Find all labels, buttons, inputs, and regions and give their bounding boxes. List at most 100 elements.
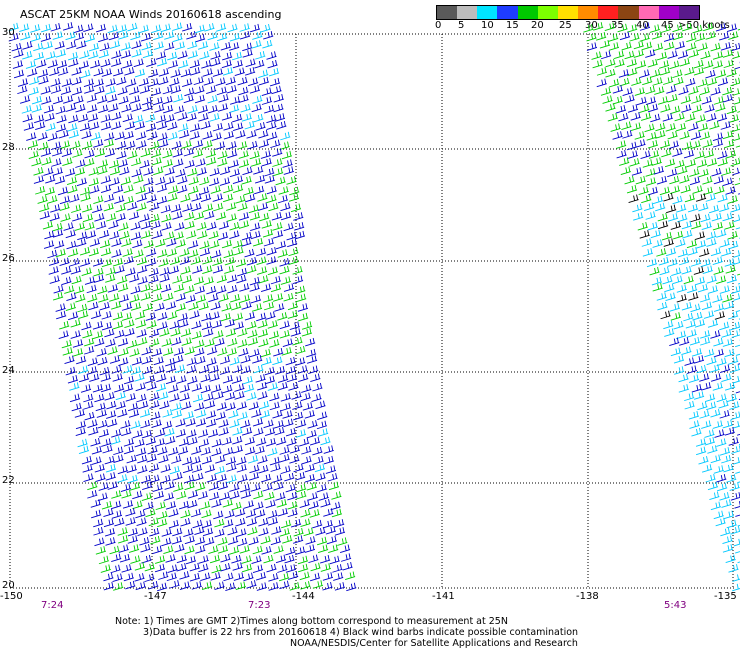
wind-barb [235, 258, 247, 268]
wind-barb [213, 510, 224, 520]
wind-barb [105, 472, 116, 481]
wind-barb [240, 103, 251, 113]
wind-barb [191, 581, 202, 590]
wind-barb [735, 509, 740, 517]
wind-barb [234, 383, 245, 392]
wind-barb [262, 39, 273, 49]
wind-barb [136, 256, 148, 266]
wind-barb [117, 86, 128, 96]
wind-barb [185, 555, 197, 565]
wind-barb [315, 527, 326, 536]
wind-barb [42, 41, 53, 50]
wind-barb [206, 357, 217, 366]
wind-barb [210, 572, 221, 581]
wind-barb [105, 274, 116, 283]
wind-barb [164, 167, 175, 176]
wind-barb [45, 174, 56, 184]
wind-barb [690, 140, 701, 150]
wind-barb [123, 375, 135, 385]
wind-barb [192, 393, 204, 403]
wind-barb [687, 284, 698, 294]
wind-barb [307, 492, 318, 501]
wind-barb [232, 239, 243, 249]
wind-barb [701, 221, 712, 231]
wind-barb [692, 185, 703, 194]
wind-barb [715, 103, 726, 112]
wind-barb [50, 23, 61, 32]
wind-barb [276, 436, 287, 446]
wind-barb [300, 508, 311, 518]
wind-barb [201, 60, 212, 69]
wind-barb [701, 464, 713, 473]
wind-barb [139, 409, 151, 418]
wind-barb [298, 373, 309, 383]
wind-barb [272, 230, 284, 239]
wind-barb [94, 213, 105, 222]
wind-barb [736, 310, 740, 312]
wind-barb [106, 410, 117, 419]
wind-barb [688, 49, 699, 58]
wind-barb [675, 238, 686, 248]
wind-barb [727, 230, 738, 240]
wind-barb [683, 149, 695, 159]
wind-barb [210, 185, 221, 194]
wind-barb [253, 113, 264, 123]
wind-barb [100, 58, 111, 68]
wind-barb [187, 40, 198, 50]
wind-barb [248, 536, 259, 546]
wind-barb [188, 302, 199, 311]
wind-barb [60, 213, 71, 222]
wind-barb [202, 265, 213, 274]
wind-barb [58, 67, 69, 76]
wind-barb [114, 517, 125, 527]
wind-barb [137, 276, 148, 285]
wind-barb [36, 59, 47, 69]
wind-barb [216, 402, 227, 411]
wind-barb [209, 491, 220, 501]
wind-barb [47, 195, 58, 204]
wind-barb [712, 256, 723, 266]
wind-barb [143, 177, 154, 186]
wind-barb [242, 166, 253, 176]
wind-barb [52, 31, 63, 40]
wind-barb [73, 95, 84, 105]
wind-barb [660, 104, 671, 113]
wind-barb [693, 391, 705, 400]
wind-barb [120, 176, 132, 186]
wind-barb [255, 509, 266, 518]
wind-barb [693, 66, 705, 76]
wind-barb [260, 283, 272, 293]
wind-barb [184, 545, 195, 555]
wind-barb [180, 68, 192, 78]
wind-barb [129, 348, 140, 357]
wind-barb [659, 266, 670, 276]
wind-barb [729, 482, 740, 491]
wind-barb [83, 401, 94, 410]
wind-barb [34, 114, 45, 124]
wind-barb [130, 366, 142, 375]
wind-barb [722, 86, 733, 96]
wind-barb [279, 528, 290, 537]
wind-barb [169, 465, 181, 475]
wind-barb [231, 554, 242, 564]
wind-barb [104, 455, 115, 465]
wind-barb [64, 355, 75, 365]
wind-barb [146, 58, 157, 67]
wind-barb [214, 141, 226, 150]
wind-barb [260, 535, 271, 545]
wind-barb [616, 149, 627, 159]
wind-barb [242, 42, 253, 52]
wind-barb [706, 238, 717, 247]
wind-barb [677, 50, 689, 59]
wind-barb [652, 195, 664, 205]
wind-barb [132, 500, 143, 510]
wind-barb [282, 159, 293, 168]
wind-barb [730, 526, 740, 535]
wind-barb [293, 535, 304, 544]
wind-barb [633, 40, 644, 50]
wind-barb [173, 158, 184, 168]
wind-barb [70, 319, 81, 328]
wind-barb [246, 392, 257, 401]
wind-barb [679, 131, 690, 140]
wind-barb [71, 275, 82, 285]
